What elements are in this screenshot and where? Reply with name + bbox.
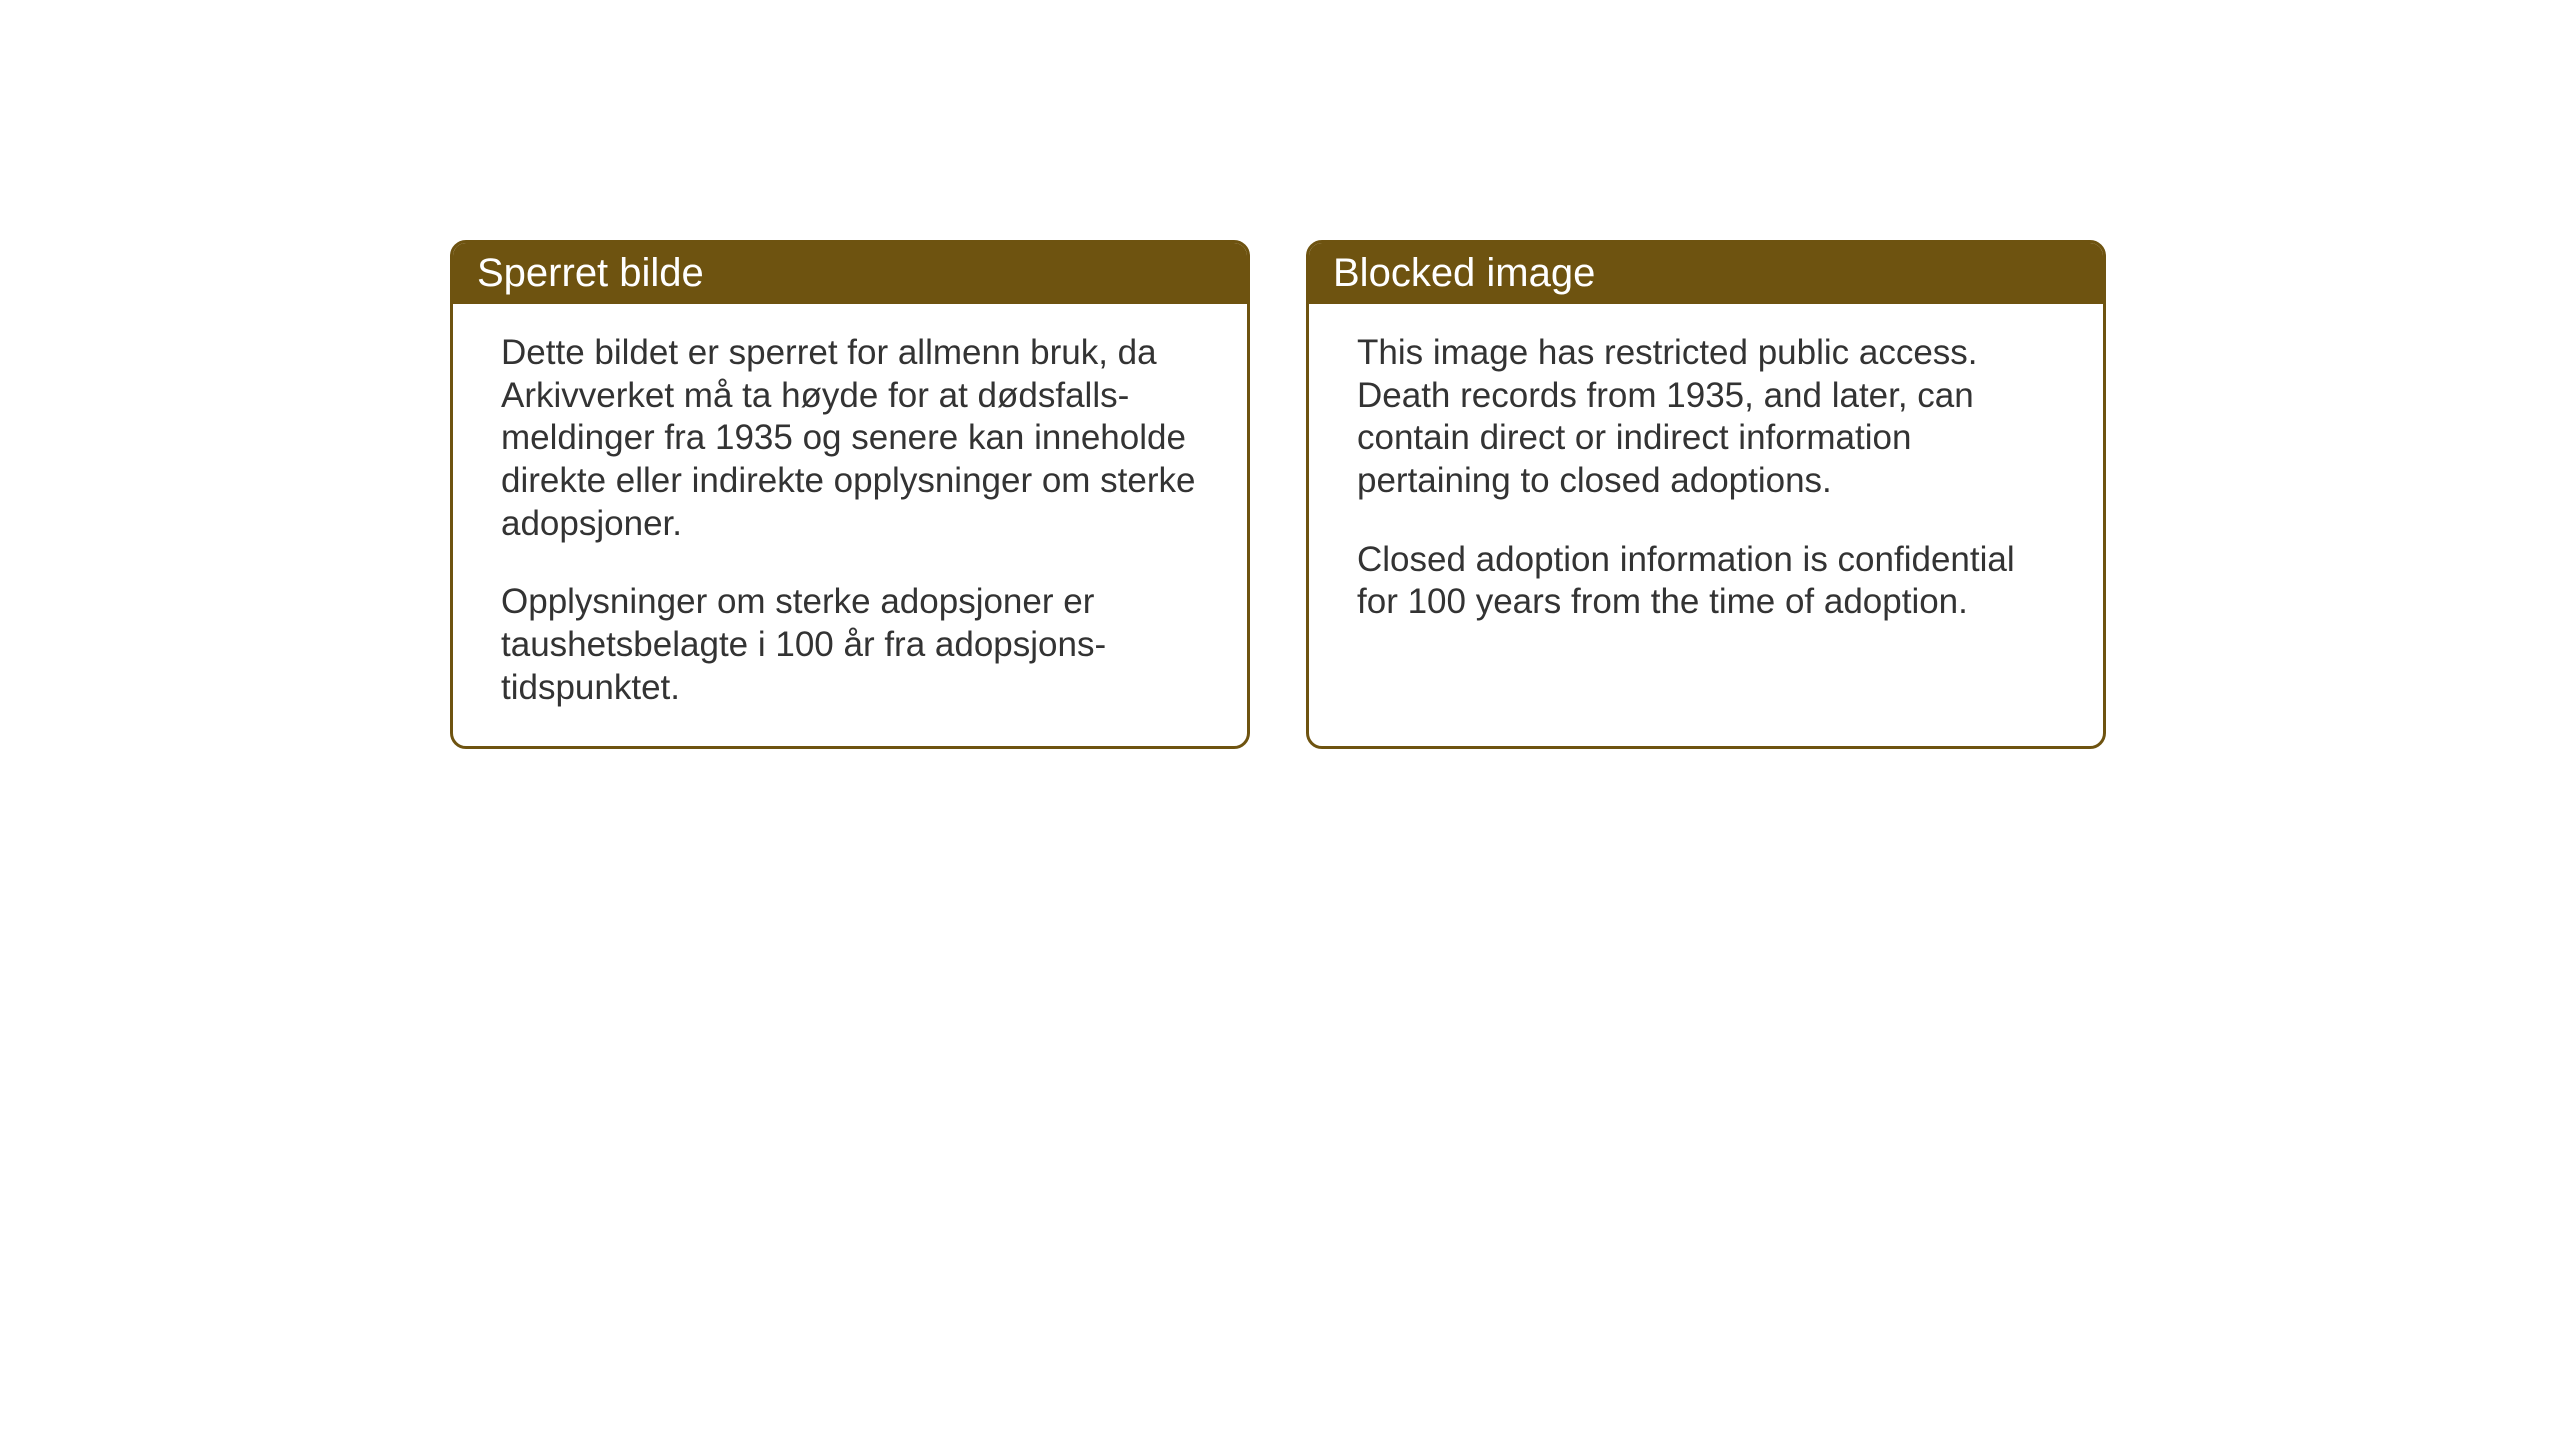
english-paragraph-1: This image has restricted public access.… xyxy=(1357,332,2055,503)
notice-container: Sperret bilde Dette bildet er sperret fo… xyxy=(450,240,2106,749)
english-card-title: Blocked image xyxy=(1309,243,2103,304)
english-notice-card: Blocked image This image has restricted … xyxy=(1306,240,2106,749)
norwegian-card-body: Dette bildet er sperret for allmenn bruk… xyxy=(453,304,1247,746)
english-card-body: This image has restricted public access.… xyxy=(1309,304,2103,660)
norwegian-paragraph-2: Opplysninger om sterke adopsjoner er tau… xyxy=(501,581,1199,709)
norwegian-card-title: Sperret bilde xyxy=(453,243,1247,304)
norwegian-notice-card: Sperret bilde Dette bildet er sperret fo… xyxy=(450,240,1250,749)
norwegian-paragraph-1: Dette bildet er sperret for allmenn bruk… xyxy=(501,332,1199,545)
english-paragraph-2: Closed adoption information is confident… xyxy=(1357,539,2055,624)
